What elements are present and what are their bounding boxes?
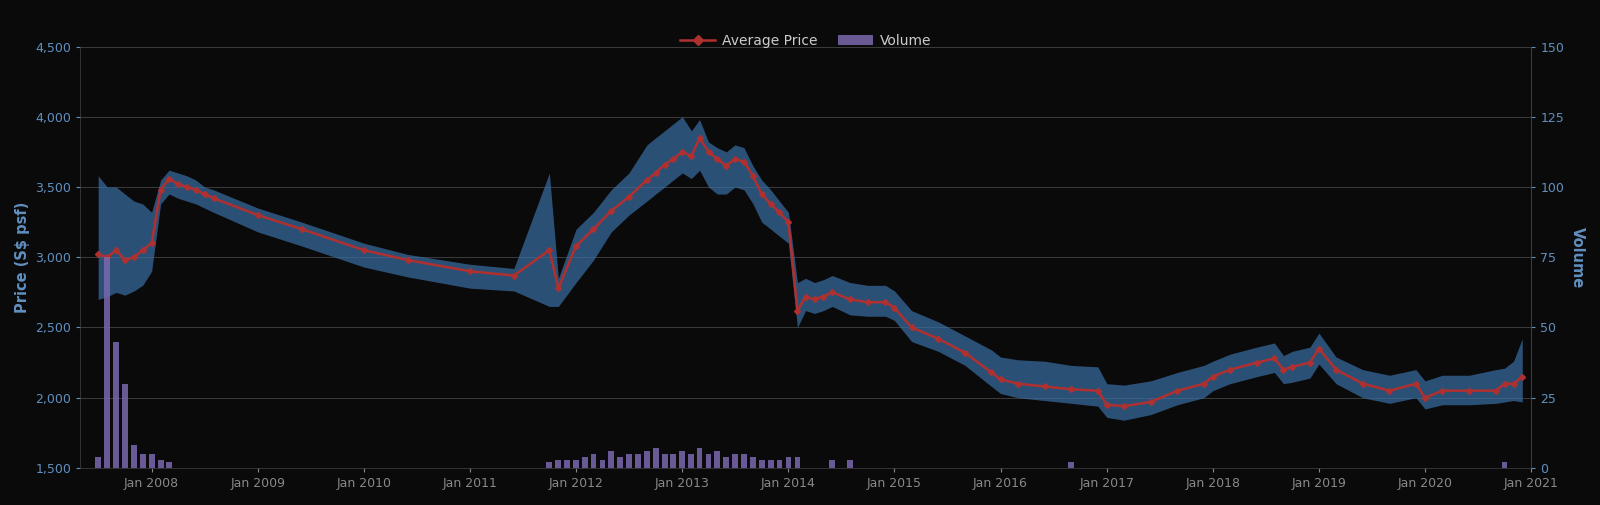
Bar — [829, 460, 835, 468]
Bar — [635, 454, 642, 468]
Bar — [139, 454, 146, 468]
Y-axis label: Price (S$ psf): Price (S$ psf) — [14, 201, 30, 313]
Bar — [131, 445, 138, 468]
Bar — [590, 454, 597, 468]
Bar — [733, 454, 738, 468]
Bar — [786, 457, 792, 468]
Bar — [547, 463, 552, 468]
Bar — [96, 457, 101, 468]
Bar — [104, 257, 110, 468]
Bar — [653, 448, 659, 468]
Bar — [122, 384, 128, 468]
Bar — [565, 460, 570, 468]
Bar — [750, 457, 755, 468]
Bar — [688, 454, 694, 468]
Bar — [114, 341, 118, 468]
Bar — [573, 460, 579, 468]
Bar — [706, 454, 712, 468]
Legend: Average Price, Volume: Average Price, Volume — [675, 28, 938, 54]
Bar — [1069, 463, 1074, 468]
Bar — [680, 451, 685, 468]
Bar — [600, 460, 605, 468]
Bar — [149, 454, 155, 468]
Bar — [846, 460, 853, 468]
Bar — [776, 460, 782, 468]
Bar — [626, 454, 632, 468]
Bar — [608, 451, 614, 468]
Bar — [670, 454, 677, 468]
Bar — [618, 457, 622, 468]
Bar — [723, 457, 730, 468]
Bar — [696, 448, 702, 468]
Bar — [758, 460, 765, 468]
Bar — [741, 454, 747, 468]
Bar — [158, 460, 163, 468]
Bar — [645, 451, 650, 468]
Bar — [768, 460, 774, 468]
Bar — [662, 454, 667, 468]
Bar — [714, 451, 720, 468]
Bar — [1502, 463, 1507, 468]
Bar — [555, 460, 562, 468]
Bar — [166, 463, 171, 468]
Bar — [795, 457, 800, 468]
Bar — [582, 457, 587, 468]
Y-axis label: Volume: Volume — [1570, 227, 1586, 288]
